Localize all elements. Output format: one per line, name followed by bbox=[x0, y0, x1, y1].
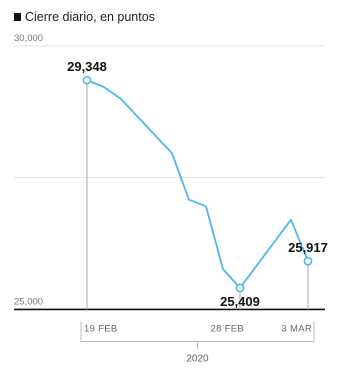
legend: Cierre diario, en puntos bbox=[14, 10, 155, 24]
legend-label: Cierre diario, en puntos bbox=[25, 10, 155, 24]
data-label: 29,348 bbox=[67, 59, 107, 74]
grid-layer bbox=[14, 45, 325, 311]
x-axis: 19 FEB 28 FEB 3 MAR 2020 bbox=[80, 321, 315, 364]
y-tick-label: 30,000 bbox=[14, 33, 43, 44]
series-layer bbox=[86, 79, 309, 289]
x-tick-label: 19 FEB bbox=[84, 323, 117, 334]
year-label: 2020 bbox=[186, 353, 209, 364]
drop-lines bbox=[86, 80, 309, 310]
data-point-marker bbox=[303, 256, 313, 266]
legend-swatch bbox=[14, 13, 21, 21]
y-axis: 30,000 25,000 bbox=[14, 33, 43, 308]
data-point-marker bbox=[235, 283, 245, 293]
marker-layer bbox=[82, 75, 313, 293]
y-tick-label: 25,000 bbox=[14, 296, 43, 307]
data-label-layer: 29,348 25,409 25,917 bbox=[67, 59, 328, 309]
x-tick-label: 3 MAR bbox=[281, 323, 312, 334]
data-label: 25,409 bbox=[220, 294, 260, 309]
series-line bbox=[86, 79, 309, 289]
data-label: 25,917 bbox=[288, 240, 328, 255]
data-point-marker bbox=[82, 75, 92, 85]
x-tick-label: 28 FEB bbox=[211, 323, 244, 334]
